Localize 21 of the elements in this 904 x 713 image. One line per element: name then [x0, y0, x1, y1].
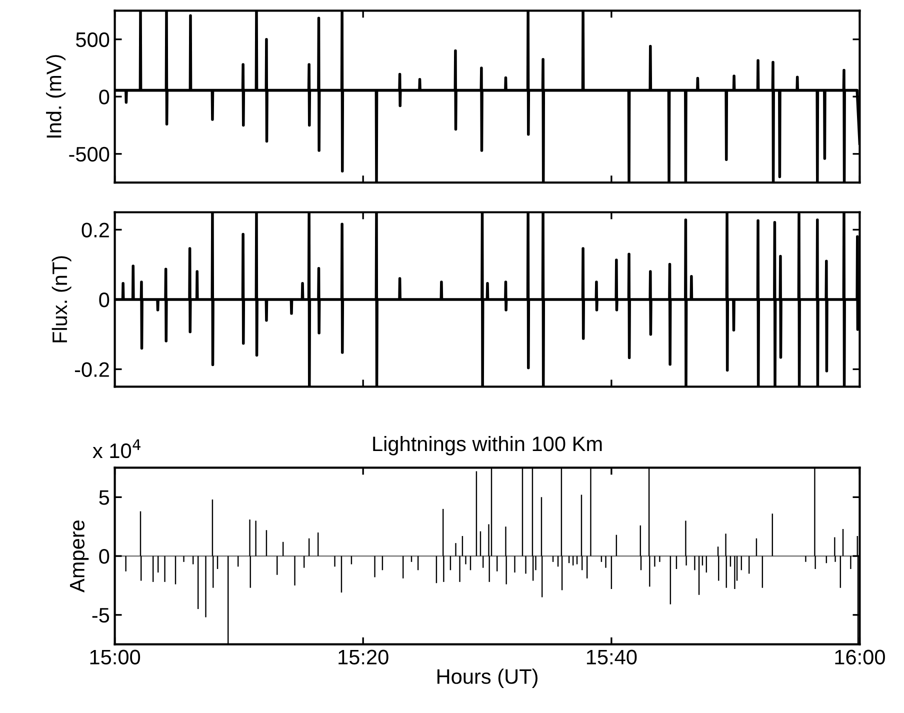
y-axis-title: Flux. (nT) — [52, 256, 72, 342]
y-axis-title: Ind. (mV) — [46, 55, 66, 138]
line-series — [114, 212, 860, 387]
chart-title: Lightnings within 100 Km — [373, 436, 602, 456]
y-tick-label: -0.2 — [74, 362, 109, 377]
line-series — [114, 10, 860, 183]
x-tick-label: 15:40 — [586, 650, 637, 664]
text: x 10$^{4}$ — [92, 439, 140, 458]
y-axis-title: Ampere — [70, 520, 89, 592]
y-tick-label: 5 — [99, 490, 110, 505]
y-tick-label: 0.2 — [82, 222, 109, 238]
y-tick-label: 0 — [99, 90, 110, 104]
y-tick-label: 0 — [99, 549, 110, 564]
x-tick-label: 16:00 — [835, 650, 885, 664]
y-tick-label: 500 — [76, 32, 110, 48]
y-tick-label: -5 — [92, 608, 110, 623]
y-tick-label: -500 — [69, 146, 110, 162]
x-tick-label: 15:20 — [338, 650, 388, 664]
x-axis-title: Hours (UT) — [437, 668, 538, 688]
y-tick-label: 0 — [99, 292, 110, 308]
x-tick-label: 15:00 — [90, 650, 140, 664]
